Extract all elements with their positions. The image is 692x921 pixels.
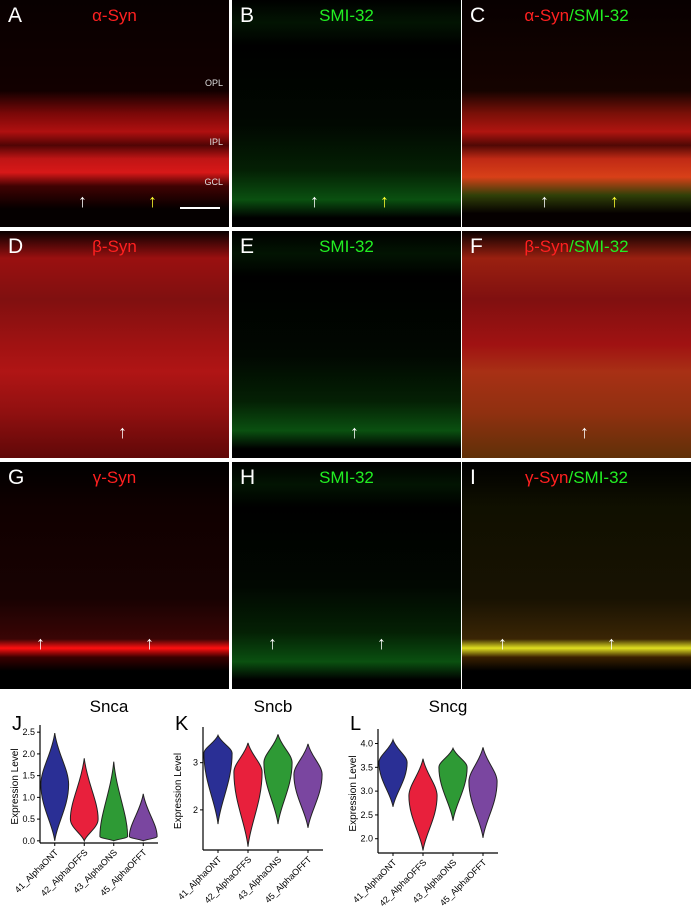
chart-title: Sncg xyxy=(429,697,468,716)
arrow-icon: ↑ xyxy=(78,191,87,211)
scale-bar xyxy=(180,207,220,209)
y-tick-label: 2.0 xyxy=(360,834,373,844)
y-tick-label: 4.0 xyxy=(360,739,373,749)
y-tick-label: 2.0 xyxy=(22,749,35,759)
violin-42_AlphaOFFS xyxy=(233,742,263,847)
y-axis-label: Expression Level xyxy=(173,753,184,829)
panel-label: L xyxy=(350,713,361,735)
violin-41_AlphaONT xyxy=(203,733,233,825)
stain-title: β-Syn xyxy=(0,237,229,257)
panel-label: A xyxy=(8,4,23,27)
y-tick-label: 3.0 xyxy=(360,786,373,796)
stain-name: β-Syn xyxy=(524,237,570,256)
violin-45_AlphaOFFT xyxy=(128,793,158,842)
violin-45_AlphaOFFT xyxy=(293,743,323,828)
stain-title: γ-Syn xyxy=(0,468,229,488)
stain-name: / xyxy=(568,468,574,487)
stain-name: α-Syn xyxy=(92,6,137,25)
stain-title: β-Syn/SMI-32 xyxy=(462,237,691,257)
y-tick-label: 2.5 xyxy=(22,727,35,737)
layer-label-ipl: IPL xyxy=(209,137,223,147)
y-tick-label: 0.0 xyxy=(22,836,35,846)
stain-name: SMI-32 xyxy=(573,237,629,256)
arrow-icon: ↑ xyxy=(498,633,507,653)
layer-label-opl: OPL xyxy=(204,78,223,88)
y-tick-label: 3.5 xyxy=(360,762,373,772)
stain-name: / xyxy=(569,237,574,256)
panel-label: F xyxy=(470,235,483,258)
stain-name: β-Syn xyxy=(92,237,137,256)
y-tick-label: 2 xyxy=(193,805,198,815)
violin-45_AlphaOFFT xyxy=(468,747,498,838)
violin-41_AlphaONT xyxy=(378,738,408,807)
arrow-icon: ↑ xyxy=(310,191,319,211)
arrow-icon: ↑ xyxy=(145,633,154,653)
violin-43_AlphaONS xyxy=(99,761,129,842)
stain-name: γ-Syn xyxy=(92,468,137,487)
arrow-icon: ↑ xyxy=(148,191,157,211)
panel-label: I xyxy=(470,466,476,489)
panel-label: G xyxy=(8,466,25,489)
arrow-icon: ↑ xyxy=(377,633,386,653)
panel-label: D xyxy=(8,235,24,258)
stain-title: α-Syn/SMI-32 xyxy=(462,6,691,26)
panel-label: J xyxy=(12,713,22,735)
stain-name: SMI-32 xyxy=(319,6,374,25)
y-axis-label: Expression Level xyxy=(10,748,21,824)
arrow-icon: ↑ xyxy=(540,191,549,211)
micrograph-panel-B: B SMI-32 ↑ ↑ xyxy=(232,0,461,227)
panel-label: B xyxy=(240,4,255,27)
arrow-icon: ↑ xyxy=(580,422,589,442)
y-tick-label: 2.5 xyxy=(360,810,373,820)
micrograph-panel-E: E SMI-32 ↑ xyxy=(232,231,461,458)
layer-label-gcl: GCL xyxy=(204,177,223,187)
violin-41_AlphaONT xyxy=(40,732,70,841)
arrow-icon: ↑ xyxy=(118,422,127,442)
stain-name: α-Syn xyxy=(524,6,570,25)
arrow-icon: ↑ xyxy=(268,633,277,653)
violin-42_AlphaOFFS xyxy=(69,758,99,843)
stain-name: SMI-32 xyxy=(319,237,374,256)
violin-plots: Snca J Expression Level 0.0 0.5 1.0 1.5 2.0 2.5 4… xyxy=(10,697,498,908)
chart-title: Sncb xyxy=(254,697,293,716)
panel-label: H xyxy=(240,466,256,489)
stain-title: γ-Syn/SMI-32 xyxy=(462,468,691,488)
stain-title: SMI-32 xyxy=(232,6,461,26)
arrow-icon: ↑ xyxy=(610,191,619,211)
stain-name: / xyxy=(569,6,574,25)
stain-name: SMI-32 xyxy=(573,468,628,487)
panel-label: E xyxy=(240,235,255,258)
violin-42_AlphaOFFS xyxy=(408,758,438,851)
arrow-icon: ↑ xyxy=(36,633,45,653)
panel-label: C xyxy=(470,4,486,27)
y-tick-label: 1.0 xyxy=(22,792,35,802)
violin-43_AlphaONS xyxy=(438,746,468,821)
y-tick-label: 1.5 xyxy=(22,771,35,781)
arrow-icon: ↑ xyxy=(607,633,616,653)
stain-title: SMI-32 xyxy=(232,237,461,257)
stain-name: SMI-32 xyxy=(573,6,629,25)
y-tick-label: 3 xyxy=(193,758,198,768)
stain-title: α-Syn xyxy=(0,6,229,26)
chart-title: Snca xyxy=(90,697,129,716)
panel-label: K xyxy=(175,713,189,735)
micrograph-panel-H: H SMI-32 ↑ ↑ xyxy=(232,462,461,689)
stain-title: SMI-32 xyxy=(232,468,461,488)
arrow-icon: ↑ xyxy=(350,422,359,442)
y-axis-label: Expression Level xyxy=(348,755,359,831)
stain-name: γ-Syn xyxy=(525,468,569,487)
arrow-icon: ↑ xyxy=(380,191,389,211)
stain-name: SMI-32 xyxy=(319,468,374,487)
violin-43_AlphaONS xyxy=(263,734,293,825)
y-tick-label: 0.5 xyxy=(22,814,35,824)
